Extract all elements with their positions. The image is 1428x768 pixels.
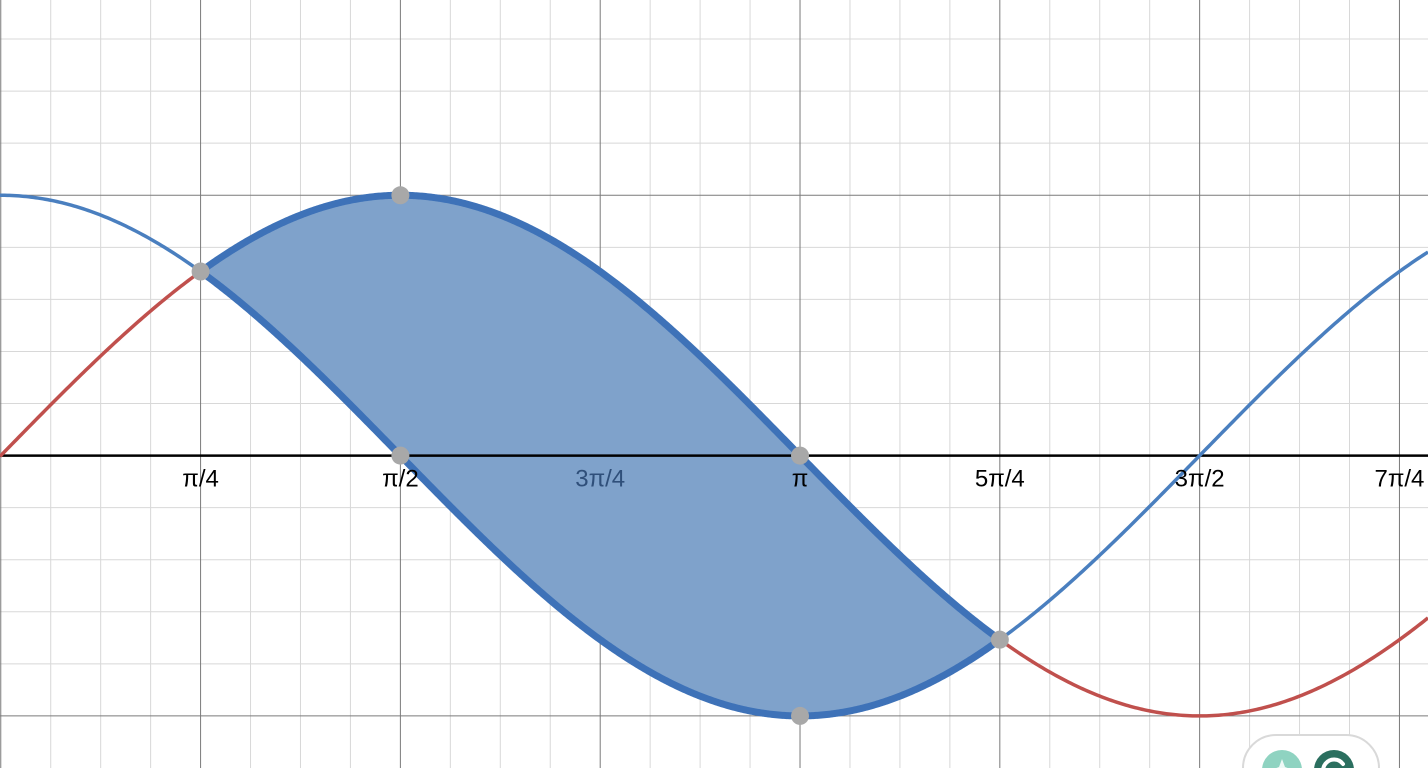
point-marker xyxy=(391,186,410,205)
curve-layer xyxy=(0,191,1428,720)
refresh-button[interactable] xyxy=(1314,750,1354,768)
x-tick-label: π/2 xyxy=(382,466,419,493)
x-tick-label: 3π/4 xyxy=(575,466,625,493)
sparkle-icon xyxy=(1276,759,1288,768)
x-tick-label: π xyxy=(792,466,809,493)
region-upper-boundary xyxy=(197,191,1004,644)
region-lower-boundary xyxy=(197,268,1004,720)
floating-action-bar xyxy=(1242,734,1380,768)
x-tick-label: 5π/4 xyxy=(975,466,1025,493)
refresh-icon xyxy=(1321,757,1345,768)
help-button[interactable] xyxy=(1262,750,1302,768)
point-layer xyxy=(191,186,1009,725)
point-marker xyxy=(391,446,410,465)
point-marker xyxy=(191,262,210,281)
x-tick-label: 3π/2 xyxy=(1175,466,1225,493)
tick-label-layer: π/4 π/2 3π/4 π 5π/4 3π/2 7π/4 xyxy=(182,466,1424,493)
point-marker xyxy=(791,446,810,465)
point-marker xyxy=(791,706,810,725)
x-tick-label: 7π/4 xyxy=(1374,466,1424,493)
x-tick-label: π/4 xyxy=(182,466,219,493)
point-marker xyxy=(990,630,1009,649)
